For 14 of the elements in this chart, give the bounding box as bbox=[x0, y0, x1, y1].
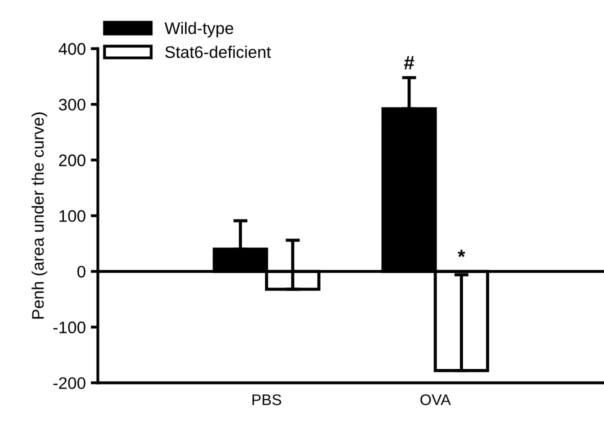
x-tick-label: PBS bbox=[252, 394, 282, 406]
y-tick-label: 300 bbox=[58, 98, 86, 111]
legend-label: Stat6-deficient bbox=[165, 46, 271, 58]
y-tick-label: -100 bbox=[53, 322, 86, 334]
annotation: # bbox=[404, 56, 414, 70]
y-tick-label: 100 bbox=[60, 210, 86, 222]
y-axis-title: Penh (area under the curve) bbox=[32, 112, 48, 319]
y-tick-label: 0 bbox=[77, 266, 86, 278]
y-tick-label: 200 bbox=[59, 154, 86, 166]
legend-label: Wild-type bbox=[164, 22, 234, 38]
y-tick-label: 400 bbox=[58, 43, 86, 55]
y-tick-label: -200 bbox=[53, 377, 86, 390]
annotation: * bbox=[458, 250, 466, 258]
x-tick-label: OVA bbox=[420, 394, 451, 406]
